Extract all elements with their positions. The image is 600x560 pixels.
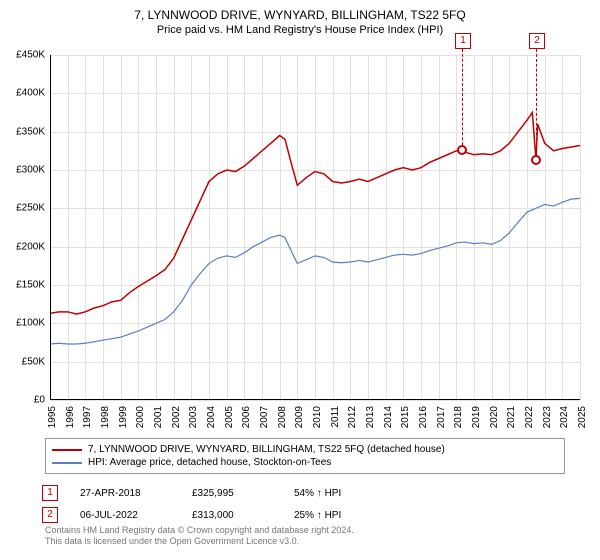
transaction-row: 2 06-JUL-2022 £313,000 25% ↑ HPI bbox=[42, 504, 374, 526]
x-tick-label: 2014 bbox=[383, 406, 394, 428]
transaction-table: 1 27-APR-2018 £325,995 54% ↑ HPI 2 06-JU… bbox=[42, 482, 374, 526]
marker-dot bbox=[457, 145, 467, 155]
x-tick-label: 2024 bbox=[559, 406, 570, 428]
x-tick-label: 2003 bbox=[188, 406, 199, 428]
legend-swatch bbox=[52, 449, 82, 451]
marker-line bbox=[462, 49, 463, 150]
line-chart-svg bbox=[50, 55, 580, 400]
y-tick-label: £250K bbox=[0, 203, 45, 214]
x-tick-label: 2004 bbox=[206, 406, 217, 428]
transaction-hpi: 25% ↑ HPI bbox=[294, 510, 374, 521]
transaction-price: £325,995 bbox=[192, 488, 272, 499]
transaction-row: 1 27-APR-2018 £325,995 54% ↑ HPI bbox=[42, 482, 374, 504]
y-tick-label: £300K bbox=[0, 165, 45, 176]
x-tick-label: 2012 bbox=[347, 406, 358, 428]
legend-label: 7, LYNNWOOD DRIVE, WYNYARD, BILLINGHAM, … bbox=[88, 444, 445, 455]
x-tick-label: 1995 bbox=[47, 406, 58, 428]
y-tick-label: £100K bbox=[0, 318, 45, 329]
footnote-line: This data is licensed under the Open Gov… bbox=[45, 536, 354, 547]
x-tick-label: 2011 bbox=[330, 406, 341, 428]
gridline-v bbox=[580, 55, 581, 400]
x-tick-label: 2006 bbox=[241, 406, 252, 428]
series-line bbox=[50, 198, 580, 344]
marker-label-box: 1 bbox=[455, 33, 471, 49]
x-tick-label: 2013 bbox=[365, 406, 376, 428]
legend-item: 7, LYNNWOOD DRIVE, WYNYARD, BILLINGHAM, … bbox=[52, 443, 558, 456]
x-tick-label: 1996 bbox=[65, 406, 76, 428]
x-tick-label: 2022 bbox=[524, 406, 535, 428]
x-tick-label: 2000 bbox=[135, 406, 146, 428]
x-tick-label: 2021 bbox=[506, 406, 517, 428]
legend-item: HPI: Average price, detached house, Stoc… bbox=[52, 456, 558, 469]
chart-title: 7, LYNNWOOD DRIVE, WYNYARD, BILLINGHAM, … bbox=[0, 0, 600, 22]
footnote: Contains HM Land Registry data © Crown c… bbox=[45, 525, 354, 548]
x-tick-label: 2025 bbox=[577, 406, 588, 428]
legend-swatch bbox=[52, 462, 82, 464]
footnote-line: Contains HM Land Registry data © Crown c… bbox=[45, 525, 354, 536]
marker-label-box: 2 bbox=[529, 33, 545, 49]
x-tick-label: 1998 bbox=[100, 406, 111, 428]
y-axis bbox=[50, 55, 51, 400]
x-tick-label: 1997 bbox=[82, 406, 93, 428]
series-line bbox=[50, 113, 580, 315]
transaction-hpi: 54% ↑ HPI bbox=[294, 488, 374, 499]
x-tick-label: 2019 bbox=[471, 406, 482, 428]
x-tick-label: 2015 bbox=[400, 406, 411, 428]
x-tick-label: 2016 bbox=[418, 406, 429, 428]
x-tick-label: 2007 bbox=[259, 406, 270, 428]
y-tick-label: £0 bbox=[0, 395, 45, 406]
x-tick-label: 2009 bbox=[294, 406, 305, 428]
transaction-badge: 1 bbox=[42, 485, 58, 501]
legend-label: HPI: Average price, detached house, Stoc… bbox=[88, 457, 331, 468]
x-tick-label: 2002 bbox=[171, 406, 182, 428]
chart-subtitle: Price paid vs. HM Land Registry's House … bbox=[0, 22, 600, 36]
y-tick-label: £150K bbox=[0, 280, 45, 291]
legend-box: 7, LYNNWOOD DRIVE, WYNYARD, BILLINGHAM, … bbox=[45, 438, 565, 474]
y-tick-label: £400K bbox=[0, 88, 45, 99]
x-tick-label: 2018 bbox=[453, 406, 464, 428]
x-tick-label: 2020 bbox=[489, 406, 500, 428]
x-tick-label: 2010 bbox=[312, 406, 323, 428]
marker-dot bbox=[531, 155, 541, 165]
x-tick-label: 2017 bbox=[436, 406, 447, 428]
x-tick-label: 1999 bbox=[118, 406, 129, 428]
y-tick-label: £200K bbox=[0, 241, 45, 252]
y-tick-label: £450K bbox=[0, 50, 45, 61]
gridline-h bbox=[50, 400, 580, 401]
y-tick-label: £350K bbox=[0, 126, 45, 137]
transaction-badge: 2 bbox=[42, 507, 58, 523]
marker-line bbox=[536, 49, 537, 160]
x-tick-label: 2005 bbox=[224, 406, 235, 428]
chart-container: 7, LYNNWOOD DRIVE, WYNYARD, BILLINGHAM, … bbox=[0, 0, 600, 560]
transaction-date: 06-JUL-2022 bbox=[80, 510, 170, 521]
x-tick-label: 2001 bbox=[153, 406, 164, 428]
transaction-price: £313,000 bbox=[192, 510, 272, 521]
x-axis bbox=[50, 399, 580, 400]
x-tick-label: 2008 bbox=[277, 406, 288, 428]
y-tick-label: £50K bbox=[0, 356, 45, 367]
x-tick-label: 2023 bbox=[542, 406, 553, 428]
plot-area: 12 bbox=[50, 55, 580, 400]
transaction-date: 27-APR-2018 bbox=[80, 488, 170, 499]
